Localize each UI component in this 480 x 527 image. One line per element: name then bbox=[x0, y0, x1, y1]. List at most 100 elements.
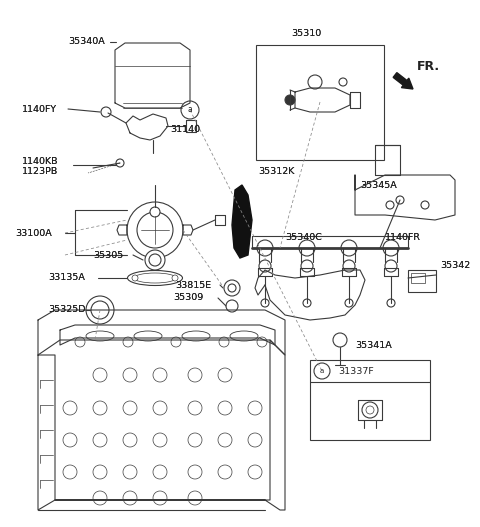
Circle shape bbox=[75, 337, 85, 347]
Text: 35312K: 35312K bbox=[258, 168, 294, 177]
Circle shape bbox=[188, 491, 202, 505]
Text: 1140KB: 1140KB bbox=[22, 157, 59, 165]
Circle shape bbox=[145, 250, 165, 270]
Text: 35340A: 35340A bbox=[68, 37, 105, 46]
Text: 33815E: 33815E bbox=[175, 280, 211, 289]
Ellipse shape bbox=[134, 331, 162, 341]
Circle shape bbox=[218, 465, 232, 479]
Text: a: a bbox=[188, 105, 192, 114]
Text: 1140KB: 1140KB bbox=[22, 157, 59, 165]
Circle shape bbox=[123, 401, 137, 415]
FancyArrow shape bbox=[393, 73, 413, 89]
Circle shape bbox=[257, 337, 267, 347]
Circle shape bbox=[248, 401, 262, 415]
Circle shape bbox=[285, 95, 295, 105]
Circle shape bbox=[226, 300, 238, 312]
Circle shape bbox=[123, 337, 133, 347]
Text: 35341A: 35341A bbox=[355, 340, 392, 349]
Text: 31140: 31140 bbox=[170, 125, 200, 134]
Circle shape bbox=[257, 240, 273, 256]
Circle shape bbox=[224, 280, 240, 296]
Text: 35340A: 35340A bbox=[68, 37, 105, 46]
Text: 35312K: 35312K bbox=[258, 168, 294, 177]
Circle shape bbox=[259, 260, 271, 272]
Text: 35340C: 35340C bbox=[285, 233, 322, 242]
Circle shape bbox=[362, 402, 378, 418]
Text: 35325D: 35325D bbox=[48, 306, 85, 315]
Circle shape bbox=[339, 78, 347, 86]
Circle shape bbox=[153, 433, 167, 447]
Circle shape bbox=[93, 401, 107, 415]
Circle shape bbox=[308, 75, 322, 89]
Text: 33100A: 33100A bbox=[15, 229, 52, 238]
Circle shape bbox=[345, 299, 353, 307]
Circle shape bbox=[383, 240, 399, 256]
Circle shape bbox=[93, 433, 107, 447]
Circle shape bbox=[396, 196, 404, 204]
Text: 33135A: 33135A bbox=[48, 274, 85, 282]
Circle shape bbox=[218, 401, 232, 415]
Circle shape bbox=[123, 433, 137, 447]
Circle shape bbox=[188, 433, 202, 447]
Bar bbox=[411, 273, 425, 283]
Circle shape bbox=[149, 254, 161, 266]
Text: 33815E: 33815E bbox=[175, 280, 211, 289]
Circle shape bbox=[248, 433, 262, 447]
Circle shape bbox=[366, 406, 374, 414]
Circle shape bbox=[218, 433, 232, 447]
Ellipse shape bbox=[86, 331, 114, 341]
Circle shape bbox=[303, 299, 311, 307]
Circle shape bbox=[63, 401, 77, 415]
Circle shape bbox=[301, 260, 313, 272]
Circle shape bbox=[101, 107, 111, 117]
Text: 31337F: 31337F bbox=[338, 366, 374, 376]
Circle shape bbox=[86, 296, 114, 324]
Circle shape bbox=[314, 363, 330, 379]
Text: 33135A: 33135A bbox=[48, 274, 85, 282]
Ellipse shape bbox=[182, 331, 210, 341]
Circle shape bbox=[219, 337, 229, 347]
Circle shape bbox=[91, 301, 109, 319]
Circle shape bbox=[181, 101, 199, 119]
Text: 35342: 35342 bbox=[440, 260, 470, 269]
Circle shape bbox=[132, 275, 138, 281]
Text: 1140FR: 1140FR bbox=[385, 233, 421, 242]
Text: 35305: 35305 bbox=[93, 250, 123, 259]
Text: 1140FY: 1140FY bbox=[22, 104, 57, 113]
Bar bbox=[256, 45, 384, 160]
Circle shape bbox=[153, 465, 167, 479]
Circle shape bbox=[218, 368, 232, 382]
Circle shape bbox=[153, 491, 167, 505]
Circle shape bbox=[123, 491, 137, 505]
Circle shape bbox=[137, 212, 173, 248]
Text: 1140FR: 1140FR bbox=[385, 233, 421, 242]
Circle shape bbox=[333, 333, 347, 347]
Text: 31140: 31140 bbox=[170, 125, 200, 134]
Text: 33100A: 33100A bbox=[15, 229, 52, 238]
Circle shape bbox=[343, 260, 355, 272]
Ellipse shape bbox=[128, 270, 182, 286]
Text: 1123PB: 1123PB bbox=[22, 168, 58, 177]
Text: 35305: 35305 bbox=[93, 250, 123, 259]
Circle shape bbox=[153, 401, 167, 415]
Circle shape bbox=[341, 240, 357, 256]
Text: 35309: 35309 bbox=[173, 294, 203, 302]
Text: 35340C: 35340C bbox=[285, 233, 322, 242]
Text: 1140FY: 1140FY bbox=[22, 104, 57, 113]
Text: 35345A: 35345A bbox=[360, 181, 397, 190]
Circle shape bbox=[123, 368, 137, 382]
Circle shape bbox=[93, 465, 107, 479]
Text: 35310: 35310 bbox=[291, 28, 321, 37]
Circle shape bbox=[63, 433, 77, 447]
Text: FR.: FR. bbox=[417, 61, 440, 73]
Circle shape bbox=[123, 465, 137, 479]
Text: 35341A: 35341A bbox=[355, 340, 392, 349]
Circle shape bbox=[127, 202, 183, 258]
Circle shape bbox=[386, 201, 394, 209]
Circle shape bbox=[387, 299, 395, 307]
Ellipse shape bbox=[230, 331, 258, 341]
Circle shape bbox=[116, 159, 124, 167]
Circle shape bbox=[172, 275, 178, 281]
Circle shape bbox=[63, 465, 77, 479]
Bar bbox=[310, 360, 430, 440]
